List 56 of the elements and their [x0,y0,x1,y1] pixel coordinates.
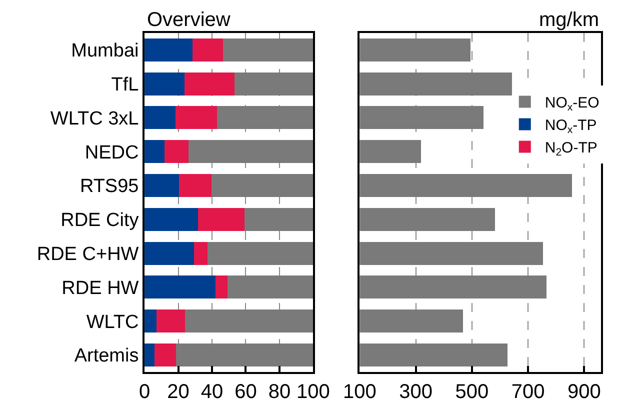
x-tick-label: 500 [455,380,489,403]
y-tick-label: Artemis [74,346,139,367]
bar [198,208,244,231]
y-tick-label: Mumbai [71,40,139,62]
chart-title: mg/km [539,9,599,31]
bar [144,140,165,164]
bar [154,343,176,367]
bar [192,38,223,62]
x-tick-label: 20 [167,380,190,403]
legend-label: N$_{2}$O-TP [544,140,598,159]
bar [217,106,314,130]
bar [178,174,212,198]
x-tick-label: 100 [343,380,376,403]
bar [188,140,314,164]
y-tick-label: TfL [111,74,139,96]
y-tick-label: WLTC 3xL [50,108,139,130]
y-tick-label: RDE HW [62,278,139,299]
bar [208,242,314,265]
x-tick-label: 900 [568,380,601,403]
bar [234,72,314,96]
y-tick-label: RDE C+HW [36,244,139,265]
bar [144,242,194,265]
bar [185,310,314,333]
bar [227,276,314,299]
x-tick-label: 100 [296,380,330,403]
bar [175,106,218,130]
bar [144,38,192,62]
bar [211,174,314,198]
y-tick-label: WLTC [86,312,139,333]
bar [222,38,314,62]
bar [156,310,186,333]
x-tick-label: 60 [234,380,257,403]
bar [144,208,198,231]
bar [184,72,234,96]
x-tick-label: 80 [268,380,291,403]
bar [144,106,176,130]
legend-label: NO$_{x}$-EO [544,94,600,114]
x-tick-label: 0 [138,380,150,403]
x-tick-label: 40 [200,380,224,403]
bar [176,343,314,367]
bar [144,276,216,299]
x-tick-label: 300 [399,380,433,403]
bar [216,276,228,299]
bar [244,208,314,231]
bar [144,310,157,333]
legend-label: NO$_{x}$-TP [544,117,597,136]
y-tick-label: RDE City [60,210,140,232]
x-tick-label: 700 [511,380,545,403]
bar [144,343,154,367]
y-tick-label: RTS95 [80,176,139,198]
y-tick-label: NEDC [84,142,139,164]
bar [194,242,208,265]
bar [164,140,188,164]
bar [144,174,179,198]
chart-title: Overview [147,9,231,31]
bar [144,72,185,96]
